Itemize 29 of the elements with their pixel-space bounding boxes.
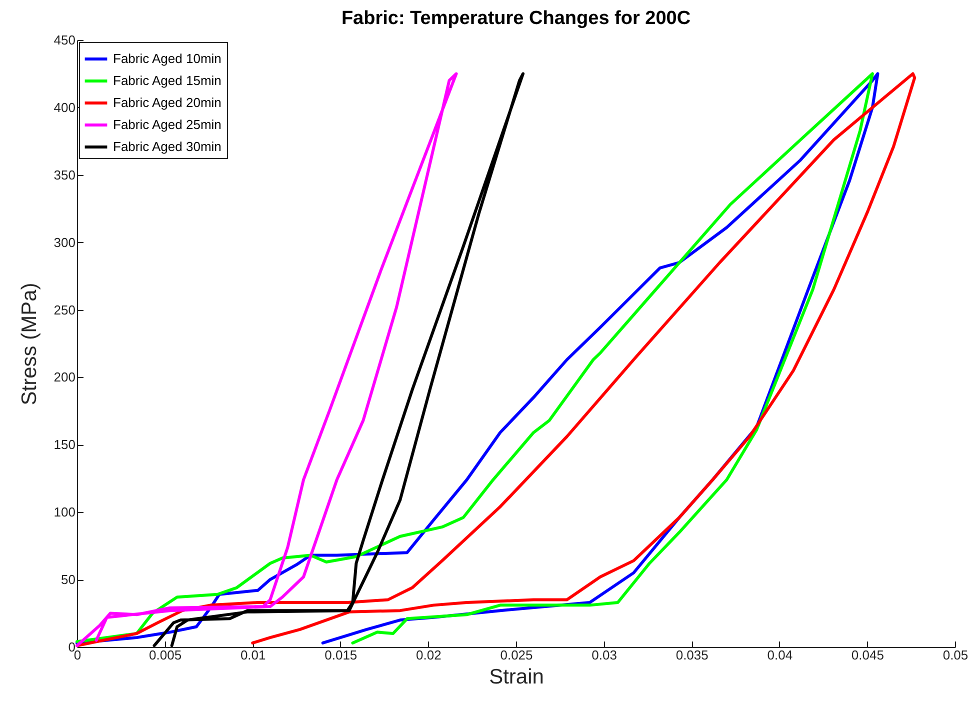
y-tick-label: 250 [54,302,76,318]
legend-label: Fabric Aged 30min [113,139,222,154]
y-axis-title: Stress (MPa) [18,282,41,406]
x-tick-label: 0.05 [942,648,968,662]
x-tick-label: 0.03 [592,648,617,662]
x-tick-label: 0.01 [240,648,266,662]
chart-title: Fabric: Temperature Changes for 200C [341,8,691,29]
y-tick-label: 350 [54,167,76,182]
y-tick-label: 150 [54,437,76,452]
x-tick-label: 0.005 [149,648,182,662]
x-tick-label: 0.045 [851,648,884,662]
legend-label: Fabric Aged 10min [113,51,222,66]
line-series [152,72,525,648]
x-tick-label: 0.025 [500,648,533,662]
y-tick-label: 300 [54,234,76,250]
x-axis-title: Strain [489,666,544,688]
y-tick-label: 50 [61,572,76,588]
x-tick-label: 0.02 [416,648,442,662]
legend-label: Fabric Aged 20min [113,95,222,110]
x-tick-label: 0.015 [324,648,358,662]
x-tick-label: 0.035 [676,648,708,662]
x-tick-label: 0.04 [767,648,793,662]
y-tick-label: 400 [54,100,76,115]
y-tick-label: 100 [54,504,76,520]
legend-label: Fabric Aged 15min [113,73,222,88]
legend-label: Fabric Aged 25min [113,117,222,132]
line-series [76,72,458,648]
y-tick-label: 200 [54,370,76,385]
y-tick-label: 450 [54,32,76,48]
